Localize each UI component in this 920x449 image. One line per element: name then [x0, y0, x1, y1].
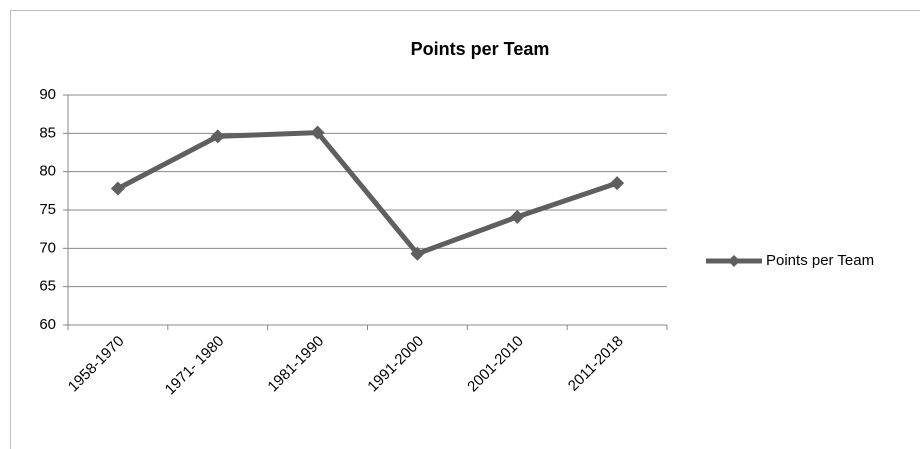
data-point [610, 176, 625, 191]
y-tick-label: 65 [39, 278, 56, 295]
y-tick-label: 85 [39, 124, 56, 141]
y-tick-label: 75 [39, 201, 56, 218]
legend-label: Points per Team [766, 252, 874, 269]
chart-frame [10, 10, 920, 449]
chart-title: Points per Team [411, 39, 550, 59]
data-point [210, 129, 225, 144]
data-point [110, 181, 125, 196]
y-tick-label: 90 [39, 86, 56, 103]
y-tick-label: 70 [39, 239, 56, 256]
data-point [510, 209, 525, 224]
data-point [410, 246, 425, 261]
legend-marker [728, 255, 740, 267]
series-line [116, 130, 618, 257]
data-point [310, 125, 325, 140]
y-tick-label: 80 [39, 163, 56, 180]
y-tick-label: 60 [39, 316, 56, 333]
